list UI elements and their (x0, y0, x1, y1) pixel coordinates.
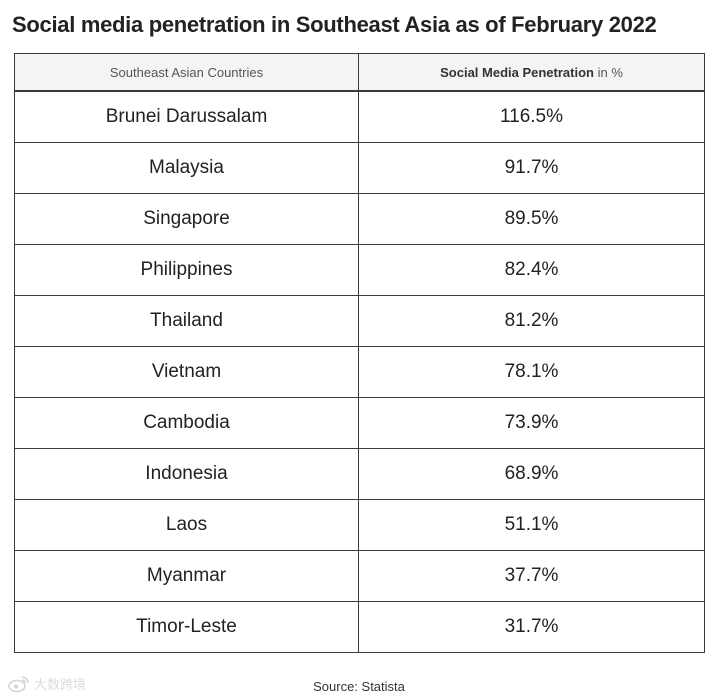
table-row: Cambodia 73.9% (14, 397, 705, 449)
penetration-value-cell: 68.9% (358, 448, 705, 500)
data-table: Southeast Asian Countries Social Media P… (14, 53, 705, 653)
country-cell: Thailand (14, 295, 359, 347)
table-row: Myanmar 37.7% (14, 550, 705, 602)
table-row: Malaysia 91.7% (14, 142, 705, 194)
table-row: Vietnam 78.1% (14, 346, 705, 398)
penetration-value-cell: 81.2% (358, 295, 705, 347)
penetration-value-cell: 116.5% (358, 90, 705, 143)
penetration-value-cell: 73.9% (358, 397, 705, 449)
country-cell: Malaysia (14, 142, 359, 194)
table-header-row: Southeast Asian Countries Social Media P… (14, 53, 705, 92)
country-cell: Vietnam (14, 346, 359, 398)
penetration-value-cell: 78.1% (358, 346, 705, 398)
watermark-text: 大数跨境 (34, 677, 87, 692)
table-row: Philippines 82.4% (14, 244, 705, 296)
penetration-value-cell: 37.7% (358, 550, 705, 602)
country-cell: Cambodia (14, 397, 359, 449)
country-cell: Timor-Leste (14, 601, 359, 653)
table-row: Thailand 81.2% (14, 295, 705, 347)
column-header-country: Southeast Asian Countries (14, 53, 359, 92)
penetration-value-cell: 51.1% (358, 499, 705, 551)
source-note: Source: Statista (313, 679, 405, 694)
penetration-value-cell: 31.7% (358, 601, 705, 653)
weibo-logo-icon (8, 675, 29, 692)
table-row: Timor-Leste 31.7% (14, 601, 705, 653)
chart-title: Social media penetration in Southeast As… (12, 12, 657, 37)
watermark: 大数跨境 (8, 674, 86, 693)
table-row: Indonesia 68.9% (14, 448, 705, 500)
country-cell: Singapore (14, 193, 359, 245)
country-cell: Myanmar (14, 550, 359, 602)
country-cell: Philippines (14, 244, 359, 296)
table-row: Brunei Darussalam 116.5% (14, 90, 705, 143)
column-header-penetration-unit: in % (593, 64, 623, 80)
penetration-value-cell: 82.4% (358, 244, 705, 296)
table-row: Laos 51.1% (14, 499, 705, 551)
penetration-value-cell: 91.7% (358, 142, 705, 194)
country-cell: Brunei Darussalam (14, 90, 359, 143)
table-row: Singapore 89.5% (14, 193, 705, 245)
column-header-penetration-bold: Social Media Penetration (440, 64, 594, 80)
penetration-value-cell: 89.5% (358, 193, 705, 245)
country-cell: Indonesia (14, 448, 359, 500)
column-header-penetration: Social Media Penetration in % (358, 53, 705, 92)
country-cell: Laos (14, 499, 359, 551)
